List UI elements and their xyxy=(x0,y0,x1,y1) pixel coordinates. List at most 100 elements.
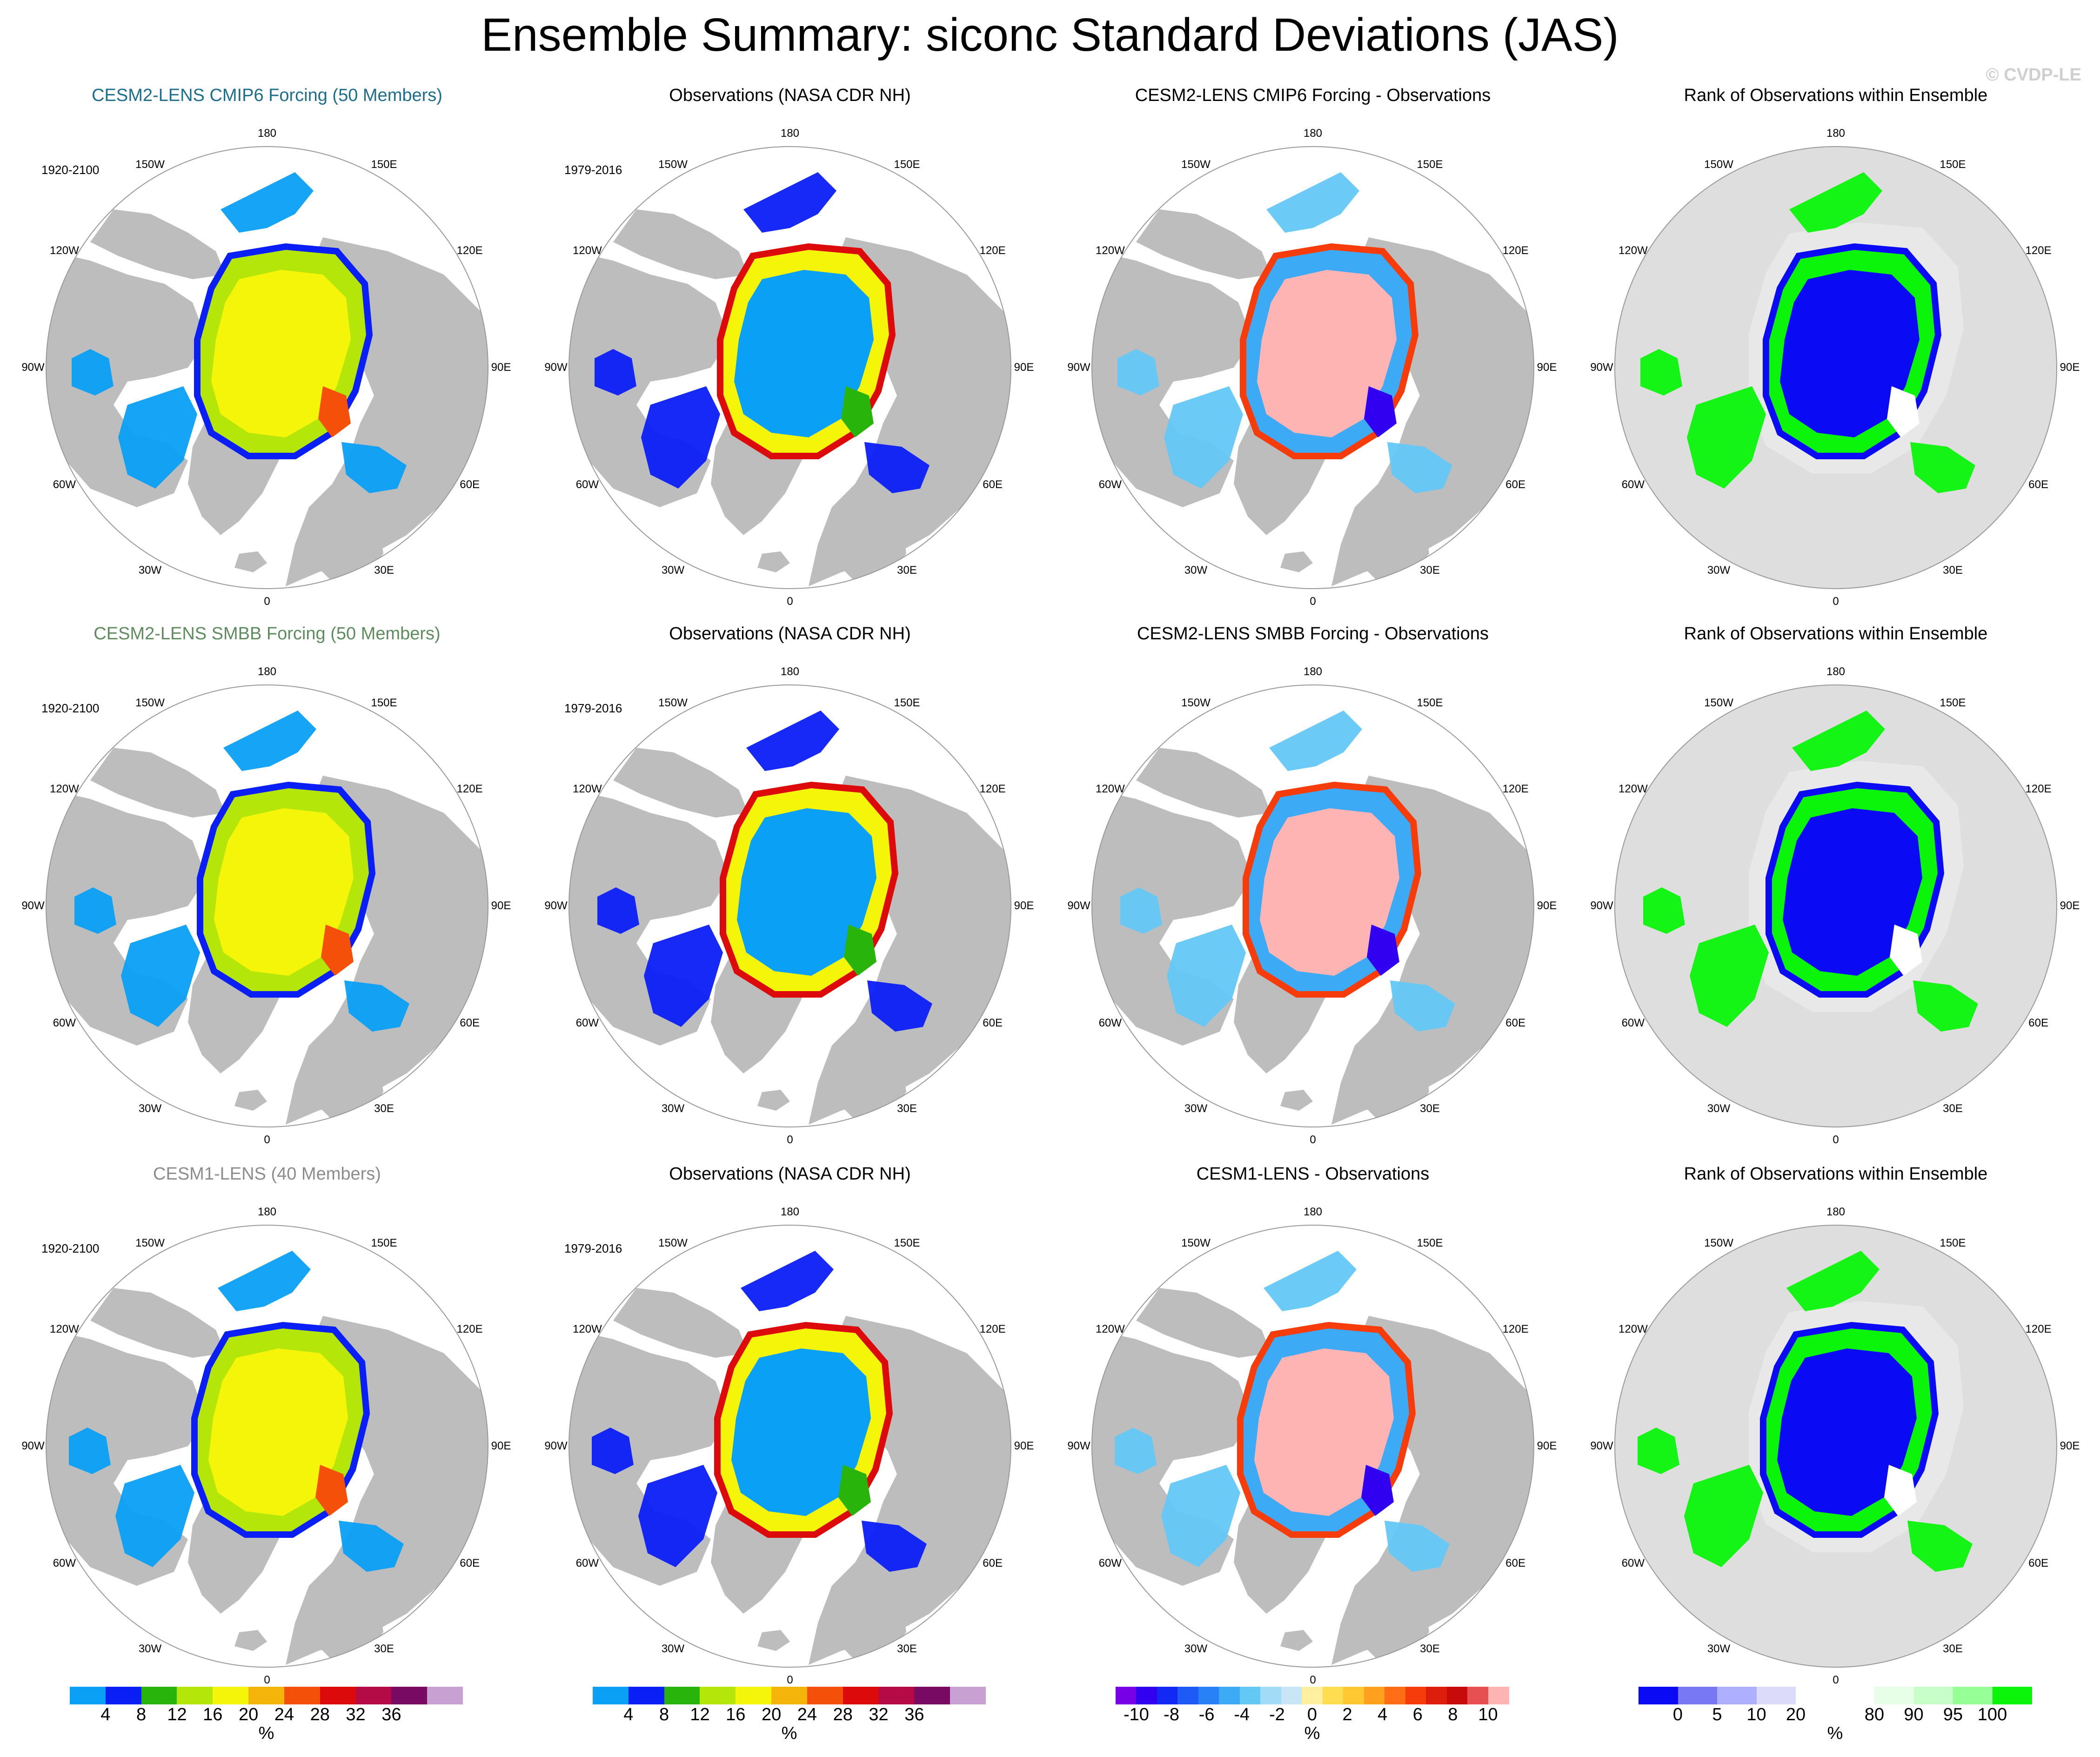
sea-ice-shelf xyxy=(1638,1428,1679,1474)
colorbar-swatch xyxy=(177,1687,213,1704)
longitude-label: 30W xyxy=(1707,563,1731,577)
land-mass xyxy=(1136,1288,1271,1358)
colorbar-units: % xyxy=(258,1723,274,1743)
longitude-label: 60E xyxy=(983,1016,1003,1029)
polar-map-rank-row3 xyxy=(1614,1225,2057,1668)
sea-ice-shelf xyxy=(344,980,409,1032)
land-mass xyxy=(234,551,267,572)
panel-title-obs-row2: Observations (NASA CDR NH) xyxy=(669,624,911,644)
longitude-label: 150W xyxy=(1704,158,1733,171)
sea-ice-shelf xyxy=(862,1521,927,1572)
sea-ice-shelf xyxy=(1264,1251,1357,1311)
longitude-label: 30E xyxy=(897,1642,917,1655)
longitude-label: 180 xyxy=(780,127,800,140)
colorbar-tick-label: 8 xyxy=(1448,1705,1458,1724)
colorbar-tick-label: 24 xyxy=(797,1705,817,1724)
polar-map-rank-row2 xyxy=(1614,684,2057,1127)
sea-ice-shelf xyxy=(864,442,930,493)
colorbar-tick-label: 24 xyxy=(274,1705,294,1724)
colorbar-tick-label: 0 xyxy=(1307,1705,1318,1724)
longitude-label: 90W xyxy=(544,361,568,374)
longitude-label: 0 xyxy=(264,595,270,608)
colorbar-units: % xyxy=(1827,1723,1843,1743)
colorbar-swatch xyxy=(1874,1687,1914,1704)
land-mass xyxy=(1280,1090,1313,1111)
longitude-label: 90W xyxy=(1590,361,1613,374)
longitude-label: 30W xyxy=(1707,1642,1731,1655)
longitude-label: 150W xyxy=(135,158,165,171)
colorbar-swatch xyxy=(1219,1687,1240,1704)
land-mass xyxy=(1359,1576,1429,1665)
longitude-label: 150E xyxy=(1417,158,1443,171)
colorbar-swatch xyxy=(1136,1687,1157,1704)
colorbar-swatch xyxy=(1756,1687,1796,1704)
longitude-label: 60E xyxy=(1505,1016,1525,1029)
colorbar-tick-label: 20 xyxy=(761,1705,782,1724)
longitude-label: 90W xyxy=(544,899,568,912)
longitude-label: 30E xyxy=(1420,1642,1440,1655)
colorbar-swatch xyxy=(593,1687,629,1704)
colorbar-tick-label: 0 xyxy=(1672,1705,1683,1724)
longitude-label: 90W xyxy=(1067,899,1090,912)
longitude-label: 180 xyxy=(1826,1206,1846,1218)
colorbar-tick-label: 4 xyxy=(100,1705,111,1724)
sea-ice-shelf xyxy=(595,349,636,396)
colorbar-swatch xyxy=(391,1687,428,1704)
polar-map-diff-row2 xyxy=(1091,684,1534,1127)
longitude-label: 30W xyxy=(138,1102,162,1115)
colorbar-swatch xyxy=(1116,1687,1137,1704)
longitude-label: 180 xyxy=(780,1206,800,1218)
longitude-label: 90W xyxy=(1590,1440,1613,1452)
longitude-label: 60E xyxy=(460,478,480,491)
longitude-label: 150E xyxy=(894,697,920,710)
colorbar-swatch xyxy=(1157,1687,1178,1704)
land-mass xyxy=(90,209,225,279)
longitude-label: 120E xyxy=(979,1322,1006,1335)
longitude-label: 150E xyxy=(894,158,920,171)
sea-ice-shelf xyxy=(644,925,723,1027)
longitude-label: 60W xyxy=(1098,478,1122,491)
sea-ice-shelf xyxy=(72,349,114,396)
longitude-label: 120E xyxy=(2025,782,2052,795)
longitude-label: 60W xyxy=(1621,1016,1645,1029)
longitude-label: 150W xyxy=(1181,158,1211,171)
longitude-label: 30E xyxy=(1943,563,1963,577)
longitude-label: 120E xyxy=(1502,1322,1529,1335)
colorbar-swatch xyxy=(1717,1687,1757,1704)
longitude-label: 120W xyxy=(50,244,79,257)
colorbar-swatch xyxy=(807,1687,843,1704)
polar-map-diff-row3 xyxy=(1091,1225,1534,1668)
land-mass xyxy=(836,1576,906,1665)
sea-ice-shelf xyxy=(638,1465,717,1567)
longitude-label: 90W xyxy=(1067,361,1090,374)
land-mass xyxy=(613,748,748,818)
sea-ice-hotspot xyxy=(1364,386,1397,437)
longitude-label: 90E xyxy=(491,361,511,374)
colorbar-tick-label: 32 xyxy=(346,1705,366,1724)
watermark: © CVDP-LE xyxy=(1986,65,2081,85)
sea-ice-shelf xyxy=(743,172,836,233)
sea-ice-shelf xyxy=(118,386,197,489)
colorbar-swatch xyxy=(843,1687,879,1704)
land-mass xyxy=(314,1576,383,1665)
colorbar-swatch xyxy=(1384,1687,1406,1704)
longitude-label: 150W xyxy=(1704,1237,1733,1250)
sea-ice-shelf xyxy=(223,711,316,771)
sea-ice-shelf xyxy=(1684,1465,1763,1567)
colorbar-units: % xyxy=(781,1723,797,1743)
longitude-label: 150E xyxy=(1939,158,1966,171)
longitude-label: 0 xyxy=(264,1133,270,1146)
polar-map-model-row1 xyxy=(46,146,488,589)
panel-title-diff-row1: CESM2-LENS CMIP6 Forcing - Observations xyxy=(1135,86,1491,105)
longitude-label: 120W xyxy=(1618,1322,1648,1335)
colorbar-stddev xyxy=(70,1687,463,1704)
sea-ice-shelf xyxy=(1643,887,1685,934)
longitude-label: 120E xyxy=(2025,1322,2052,1335)
longitude-label: 90E xyxy=(1014,361,1034,374)
longitude-label: 90W xyxy=(1067,1440,1090,1452)
land-mass xyxy=(90,1288,225,1358)
period-label: 1920-2100 xyxy=(41,701,100,715)
sea-ice-hotspot xyxy=(844,925,876,976)
panel-title-diff-row2: CESM2-LENS SMBB Forcing - Observations xyxy=(1137,624,1489,644)
sea-ice-core xyxy=(734,270,874,437)
